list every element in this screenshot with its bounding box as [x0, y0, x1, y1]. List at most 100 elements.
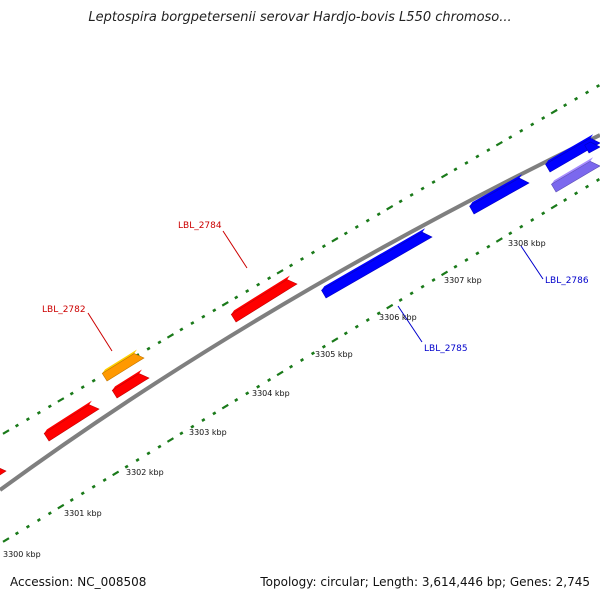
- gene-label-lbl_2782[interactable]: LBL_2782: [42, 305, 86, 315]
- inner-tick-35: [386, 303, 394, 310]
- inner-tick-41: [453, 264, 458, 269]
- outer-tick-52: [574, 96, 579, 101]
- inner-tick-track: [2, 178, 600, 543]
- genome-backbone: [0, 133, 600, 492]
- forward-gene-lbl-2782-orange-top: [102, 349, 137, 374]
- scale-label: 3301 kbp: [64, 509, 102, 518]
- forward-gene-right-edge-top: [584, 137, 594, 146]
- outer-tick-19: [212, 308, 217, 313]
- inner-tick-23: [256, 384, 261, 389]
- outer-tick-22: [245, 289, 250, 293]
- inner-tick-12: [135, 458, 140, 462]
- inner-tick-24: [267, 378, 272, 382]
- inner-tick-25: [276, 370, 284, 377]
- outer-tick-20: [221, 301, 229, 307]
- outer-tick-25: [276, 269, 284, 275]
- inner-tick-48: [530, 218, 535, 222]
- inner-tick-2: [25, 524, 30, 529]
- outer-tick-0: [2, 429, 10, 435]
- reverse-gene-lbl-2785-b[interactable]: [469, 174, 530, 215]
- forward-gene-lbl-2784-body: [230, 279, 298, 323]
- outer-tick-26: [288, 263, 294, 268]
- inner-tick-10: [112, 470, 120, 477]
- outer-tick-34: [376, 212, 381, 217]
- reverse-gene-lbl-2785-a[interactable]: [321, 228, 433, 299]
- label-callout-lines: [87, 230, 544, 352]
- outer-tick-16: [179, 327, 184, 332]
- inner-tick-7: [80, 491, 85, 496]
- inner-tick-15: [166, 437, 175, 443]
- scale-label: 3307 kbp: [444, 276, 482, 285]
- forward-gene-2-top: [44, 400, 92, 434]
- outer-tick-17: [190, 321, 195, 326]
- inner-tick-9: [102, 478, 107, 482]
- outer-tick-50: [550, 108, 558, 115]
- rna-gene-right-edge-top: [551, 157, 594, 185]
- inner-tick-19: [212, 411, 217, 416]
- outer-tick-29: [321, 244, 326, 249]
- outer-tick-40: [440, 172, 449, 179]
- rna-gene-right-edge-body: [551, 160, 600, 193]
- genome-summary-text: Topology: circular; Length: 3,614,446 bp…: [260, 575, 590, 589]
- inner-tick-45: [495, 237, 503, 243]
- inner-tick-53: [584, 184, 590, 189]
- callout-line-lbl_2786: [520, 245, 544, 280]
- inner-tick-34: [376, 311, 381, 316]
- inner-tick-21: [234, 398, 239, 402]
- forward-gene-3-body: [111, 373, 150, 399]
- inner-tick-54: [595, 178, 600, 182]
- gene-label-lbl_2784[interactable]: LBL_2784: [178, 221, 222, 231]
- outer-tick-45: [495, 140, 503, 147]
- outer-tick-38: [420, 186, 425, 191]
- outer-tick-28: [310, 250, 316, 255]
- inner-tick-13: [146, 451, 151, 456]
- inner-tick-31: [343, 331, 348, 336]
- inner-tick-3: [36, 518, 41, 522]
- inner-tick-1: [14, 531, 20, 536]
- forward-gene-2[interactable]: [43, 400, 100, 442]
- outer-tick-8: [91, 378, 96, 383]
- rna-gene-right-edge[interactable]: [551, 157, 600, 193]
- inner-tick-18: [201, 418, 206, 422]
- outer-tick-43: [475, 154, 480, 159]
- outer-tick-14: [157, 340, 162, 345]
- forward-gene-1[interactable]: [0, 463, 7, 480]
- scale-label: 3300 kbp: [3, 550, 41, 559]
- inner-tick-37: [409, 291, 414, 296]
- gene-label-lbl_2786[interactable]: LBL_2786: [545, 276, 589, 286]
- outer-tick-49: [541, 116, 546, 120]
- forward-gene-2-body: [43, 404, 100, 442]
- forward-gene-lbl-2782-orange-body: [101, 353, 145, 382]
- reverse-gene-lbl-2785-a-body: [321, 231, 433, 299]
- inner-tick-17: [190, 424, 195, 429]
- accession-text: Accession: NC_008508: [10, 575, 147, 589]
- outer-tick-track: [2, 84, 600, 435]
- inner-tick-28: [310, 351, 316, 356]
- gene-label-lbl_2785[interactable]: LBL_2785: [424, 344, 468, 354]
- inner-tick-39: [431, 278, 436, 282]
- outer-tick-31: [343, 231, 348, 236]
- scale-labels: 3300 kbp 3301 kbp 3302 kbp 3303 kbp 3304 kbp…: [3, 239, 546, 559]
- forward-gene-right-edge[interactable]: [584, 137, 600, 154]
- inner-tick-44: [486, 244, 491, 249]
- scale-label: 3306 kbp: [379, 313, 417, 322]
- forward-gene-lbl-2782-orange[interactable]: [101, 349, 145, 382]
- outer-tick-6: [69, 391, 74, 396]
- outer-tick-3: [36, 410, 41, 415]
- forward-gene-3[interactable]: [111, 369, 150, 399]
- inner-tick-11: [124, 464, 129, 469]
- inner-tick-36: [398, 298, 403, 302]
- inner-tick-38: [420, 284, 425, 289]
- callout-line-lbl_2782: [87, 312, 113, 352]
- outer-tick-21: [234, 295, 239, 300]
- inner-tick-51: [563, 198, 568, 202]
- reverse-gene-lbl-2785-b-body: [469, 177, 530, 215]
- inner-tick-8: [91, 484, 96, 489]
- inner-tick-52: [574, 191, 579, 196]
- outer-tick-23: [256, 282, 261, 287]
- scale-label: 3304 kbp: [252, 389, 290, 398]
- outer-tick-37: [409, 192, 414, 197]
- forward-gene-lbl-2784[interactable]: [230, 275, 298, 323]
- scale-label: 3302 kbp: [126, 468, 164, 477]
